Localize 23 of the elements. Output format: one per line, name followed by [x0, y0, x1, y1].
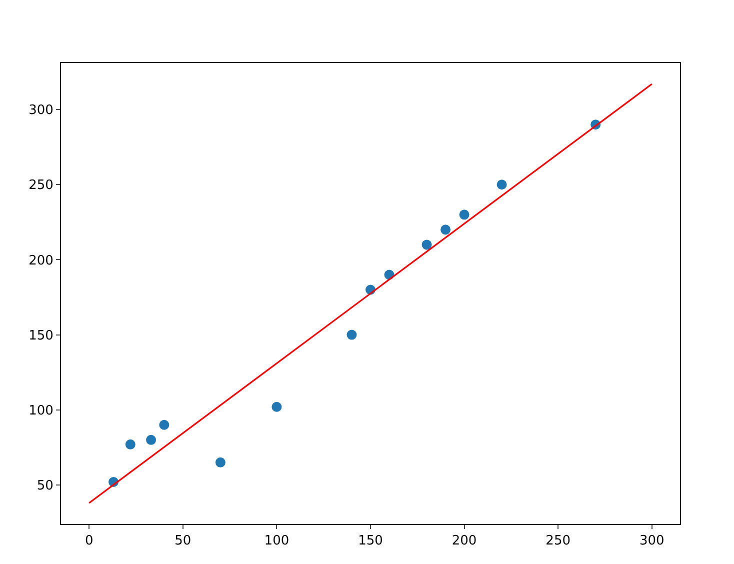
- y-tick-label: 200: [28, 253, 54, 268]
- y-tick-label: 150: [28, 328, 54, 344]
- x-tick-label: 150: [358, 534, 383, 549]
- x-tick-label: 250: [546, 534, 570, 549]
- y-tick-label: 250: [28, 178, 54, 194]
- point: [146, 434, 156, 445]
- x-tick-label: 200: [452, 534, 477, 549]
- x-tick-label: 100: [264, 534, 290, 549]
- x-tick-label: 0: [85, 534, 94, 549]
- x-tick-label: 50: [174, 534, 192, 549]
- point: [125, 439, 136, 450]
- point: [159, 420, 170, 430]
- y-tick-label: 100: [28, 403, 54, 418]
- point: [215, 457, 226, 468]
- y-tick-label: 50: [36, 478, 54, 494]
- point: [459, 210, 470, 220]
- point: [422, 240, 432, 250]
- point: [440, 224, 451, 235]
- point: [272, 402, 282, 412]
- x-tick-label: 300: [639, 534, 664, 549]
- point: [346, 330, 357, 340]
- y-tick-label: 300: [28, 103, 54, 118]
- point: [496, 180, 507, 190]
